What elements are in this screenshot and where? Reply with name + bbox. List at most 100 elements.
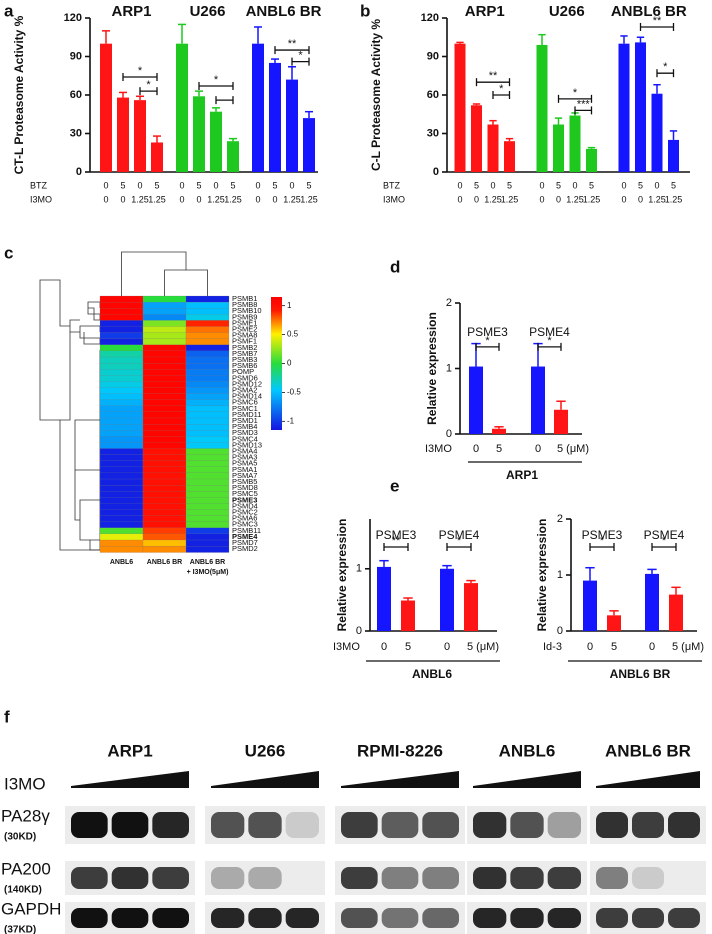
bar (210, 111, 222, 172)
heatmap-cell (99, 509, 144, 517)
condition-label: 0 (255, 194, 260, 204)
heatmap-cell (142, 411, 187, 419)
heatmap-cell (185, 314, 230, 321)
blot-group-label: ANBL6 (499, 741, 556, 760)
significance-bracket (475, 342, 500, 351)
blot-band (248, 867, 282, 889)
y-axis-label: CT-L Proteasome Activity % (12, 15, 26, 174)
condition-label: 0 (621, 194, 626, 204)
significance-bracket (557, 94, 593, 103)
significance-label: *** (577, 98, 591, 110)
heatmap-cell (142, 326, 187, 334)
bar (440, 568, 454, 631)
heatmap-cell (142, 332, 187, 340)
row-label: PSMD1 (232, 416, 258, 425)
heatmap-cell (185, 417, 230, 425)
error-bar (620, 35, 628, 44)
y-axis-label: Relative expression (425, 312, 439, 425)
blot-protein-label: GAPDH (1, 899, 61, 918)
row-label: PSMC6 (232, 398, 258, 407)
bar (536, 44, 548, 173)
blot-band (211, 908, 245, 928)
blot-group-label: U266 (245, 741, 286, 760)
heatmap-cell (99, 375, 144, 382)
blot-band (152, 867, 189, 889)
error-bar (653, 83, 661, 94)
error-bar (136, 95, 144, 101)
heatmap-cell (99, 302, 144, 309)
heatmap-cell (142, 320, 187, 327)
bar (269, 62, 281, 172)
error-bar (587, 146, 596, 149)
condition-label: 5 (μM) (467, 641, 499, 653)
heatmap-cell (142, 356, 187, 364)
heatmap-cell (142, 442, 187, 449)
y-axis-label: Relative expression (335, 519, 349, 632)
row-label: PSMC4 (232, 434, 258, 443)
heatmap-cell (185, 533, 230, 541)
heatmap-cell (142, 338, 187, 346)
condition-label: 0 (381, 641, 387, 653)
heatmap-cell (99, 521, 144, 529)
heatmap-cell (142, 363, 187, 370)
condition-label: 5 (611, 641, 617, 653)
row-dendrogram (39, 279, 101, 551)
y-tick-label: 90 (70, 50, 82, 62)
heatmap-cell (99, 417, 144, 425)
row-label: PSMA4 (232, 447, 257, 456)
panel-label: e (390, 476, 399, 495)
row-label: PSME2 (232, 325, 257, 334)
blot-band (547, 867, 581, 889)
condition-label: 5 (196, 180, 201, 190)
blot-band (111, 812, 149, 838)
bar (100, 43, 112, 172)
heatmap-cell (142, 393, 187, 401)
error-bar (305, 110, 313, 119)
heatmap-cell (185, 332, 230, 340)
condition-label: 0 (137, 180, 142, 190)
heatmap-cell (185, 430, 230, 437)
heatmap-cell (185, 302, 230, 309)
row-label: PSMD2 (232, 544, 258, 553)
colorbar (271, 297, 282, 430)
row-label: PSMA7 (232, 471, 257, 480)
condition-label: 0 (179, 180, 184, 190)
heatmap-cell (99, 405, 144, 413)
condition-label: 0 (196, 194, 201, 204)
heatmap-cell (99, 393, 144, 401)
blot-band (510, 812, 544, 838)
heatmap-cell (185, 539, 230, 547)
heatmap-cell (185, 393, 230, 401)
heatmap-cell (142, 521, 187, 529)
significance-label: ** (392, 535, 401, 547)
blot-band (596, 908, 628, 928)
bar (464, 583, 478, 631)
heatmap-cell (99, 436, 144, 443)
panel-label: f (4, 707, 10, 726)
heatmap-cell (99, 448, 144, 456)
heatmap-cell (185, 527, 230, 535)
heatmap-cell (99, 363, 144, 370)
bar (504, 141, 515, 172)
heatmap-cell (99, 454, 144, 462)
panel-label: c (4, 243, 13, 262)
heatmap-cell (142, 527, 187, 535)
blot-band (422, 908, 459, 928)
significance-label: * (663, 61, 668, 73)
row-label: PSMC5 (232, 489, 258, 498)
condition-label: 5 (405, 641, 411, 653)
heatmap-cell (185, 356, 230, 364)
y-tick-label: 1 (446, 362, 452, 374)
bar (227, 141, 239, 172)
heatmap-cell (185, 521, 230, 529)
blot-band (668, 867, 700, 889)
significance-bracket (639, 22, 675, 31)
bar (554, 409, 568, 434)
condition-label: 0 (587, 641, 593, 653)
error-bar (554, 117, 563, 125)
bar (471, 105, 482, 172)
condition-label: 1.25 (665, 194, 683, 204)
y-tick-label: 1 (557, 569, 563, 581)
dose-wedge (71, 771, 189, 788)
